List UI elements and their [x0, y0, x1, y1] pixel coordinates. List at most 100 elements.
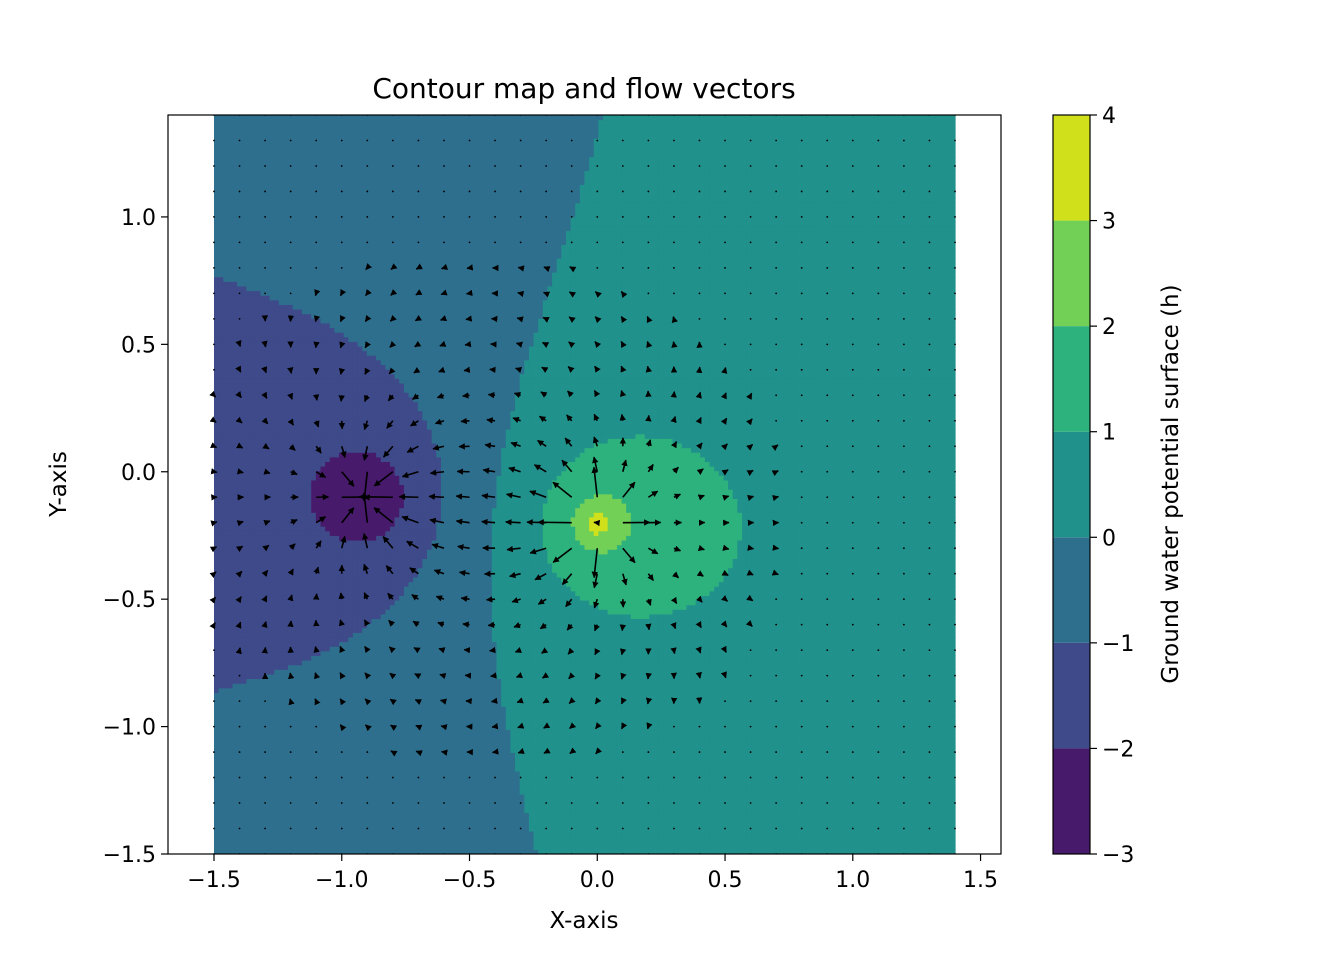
contour-cell: [343, 327, 349, 333]
contour-cell: [301, 710, 308, 717]
contour-cell: [246, 724, 252, 730]
contour-cell: [278, 387, 285, 393]
contour-cell: [237, 142, 243, 148]
contour-cell: [311, 142, 317, 148]
contour-cell: [311, 128, 317, 135]
contour-cell: [329, 466, 336, 472]
contour-cell: [334, 221, 340, 227]
contour-cell: [255, 733, 261, 740]
contour-cell: [301, 604, 308, 610]
contour-cell: [320, 419, 326, 426]
contour-cell: [260, 683, 266, 689]
contour-cell: [357, 696, 363, 703]
contour-cell: [218, 830, 224, 837]
contour-cell: [269, 442, 275, 449]
contour-cell: [232, 193, 238, 199]
contour-cell: [283, 456, 289, 463]
contour-cell: [311, 442, 317, 449]
contour-cell: [329, 581, 336, 587]
contour-cell: [348, 720, 354, 726]
contour-cell: [329, 516, 336, 523]
contour-cell: [334, 724, 340, 730]
contour-cell: [255, 747, 261, 753]
contour-cell: [232, 419, 238, 426]
contour-cell: [339, 198, 345, 204]
contour-cell: [315, 710, 322, 717]
contour-cell: [297, 230, 303, 236]
contour-cell: [320, 147, 326, 153]
contour-cell: [274, 650, 280, 656]
contour-cell: [255, 563, 261, 569]
contour-cell: [348, 332, 354, 338]
contour-cell: [325, 789, 331, 795]
contour-cell: [237, 272, 243, 278]
contour-cell: [255, 844, 261, 850]
contour-cell: [343, 798, 349, 804]
contour-cell: [315, 235, 322, 241]
contour-cell: [241, 673, 248, 680]
contour-cell: [237, 780, 243, 786]
contour-cell: [320, 784, 326, 790]
contour-cell: [241, 142, 248, 148]
contour-cell: [325, 484, 331, 490]
contour-cell: [264, 438, 271, 444]
contour-cell: [283, 336, 289, 342]
contour-cell: [301, 526, 308, 532]
contour-cell: [255, 766, 261, 772]
contour-cell: [274, 757, 280, 763]
contour-cell: [320, 636, 326, 643]
contour-cell: [264, 267, 271, 273]
contour-cell: [232, 539, 238, 546]
contour-cell: [232, 544, 238, 550]
contour-cell: [283, 239, 289, 245]
contour-cell: [288, 313, 294, 319]
contour-cell: [352, 664, 359, 670]
contour-cell: [260, 470, 266, 476]
contour-cell: [218, 350, 224, 356]
contour-cell: [278, 558, 285, 564]
contour-cell: [278, 669, 285, 675]
contour-cell: [311, 396, 317, 402]
contour-cell: [320, 128, 326, 135]
contour-cell: [213, 179, 220, 185]
contour-cell: [348, 743, 354, 749]
contour-cell: [260, 327, 266, 333]
contour-cell: [343, 752, 349, 758]
contour-cell: [292, 641, 298, 647]
contour-cell: [292, 290, 298, 296]
contour-cell: [283, 230, 289, 236]
contour-cell: [352, 258, 359, 264]
contour-cell: [213, 461, 220, 467]
contour-cell: [339, 641, 345, 647]
contour-cell: [325, 683, 331, 689]
contour-cell: [339, 770, 345, 777]
contour-cell: [246, 392, 252, 398]
contour-cell: [269, 812, 275, 818]
contour-cell: [241, 609, 248, 615]
contour-cell: [241, 151, 248, 158]
contour-cell: [325, 405, 331, 412]
contour-cell: [292, 502, 298, 509]
contour-cell: [264, 253, 271, 259]
contour-cell: [329, 544, 336, 550]
contour-cell: [292, 285, 298, 292]
contour-cell: [343, 147, 349, 153]
contour-cell: [237, 627, 243, 633]
contour-cell: [241, 738, 248, 744]
contour-cell: [348, 405, 354, 412]
contour-cell: [260, 373, 266, 379]
contour-cell: [255, 789, 261, 795]
contour-cell: [297, 484, 303, 490]
contour-cell: [283, 549, 289, 555]
contour-cell: [227, 392, 234, 398]
contour-cell: [223, 747, 229, 753]
contour-cell: [232, 248, 238, 255]
contour-cell: [311, 835, 317, 841]
contour-cell: [260, 844, 266, 850]
contour-cell: [227, 803, 234, 809]
contour-cell: [283, 369, 289, 375]
contour-cell: [325, 770, 331, 777]
contour-cell: [311, 332, 317, 338]
contour-cell: [292, 576, 298, 583]
contour-cell: [274, 502, 280, 509]
